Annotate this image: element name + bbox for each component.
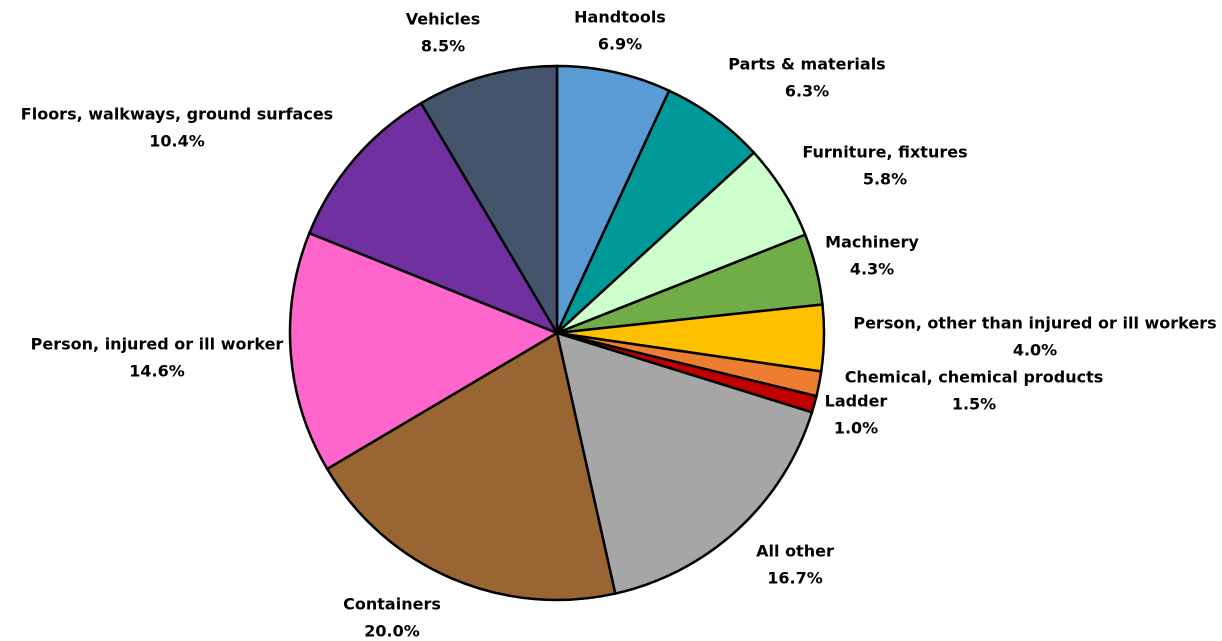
pie-slice (419, 64, 559, 338)
slice-value-label: 14.6% (129, 362, 185, 381)
slice-value-label: 5.8% (863, 170, 907, 189)
slice-label: Person, other than injured or ill worker… (853, 314, 1216, 333)
pie-slice (307, 101, 560, 336)
slice-label: Chemical, chemical products (845, 368, 1104, 387)
slice-value-label: 1.5% (952, 395, 996, 414)
slice-value-label: 10.4% (149, 132, 205, 151)
pie-slice (325, 331, 617, 602)
slice-label: Parts & materials (728, 55, 885, 74)
pie-slice (555, 64, 671, 334)
slice-value-label: 20.0% (364, 622, 420, 641)
slice-label: Furniture, fixtures (802, 143, 967, 162)
pie-slice (555, 331, 814, 596)
slice-value-label: 6.9% (598, 35, 642, 54)
slice-value-label: 8.5% (421, 37, 465, 56)
slice-label: Containers (343, 595, 441, 614)
slice-label: Ladder (825, 392, 888, 411)
slice-label: Floors, walkways, ground surfaces (21, 105, 333, 124)
slice-value-label: 1.0% (834, 419, 878, 438)
slice-label: All other (756, 542, 834, 561)
slice-value-label: 6.3% (785, 82, 829, 101)
slice-label: Handtools (574, 8, 666, 27)
slice-value-label: 4.0% (1013, 341, 1057, 360)
slice-label: Vehicles (406, 10, 481, 29)
slice-value-label: 16.7% (767, 569, 823, 588)
slice-value-label: 4.3% (850, 260, 894, 279)
slice-label: Machinery (825, 233, 919, 252)
pie-slice (288, 231, 560, 471)
slice-label: Person, injured or ill worker (31, 335, 284, 354)
